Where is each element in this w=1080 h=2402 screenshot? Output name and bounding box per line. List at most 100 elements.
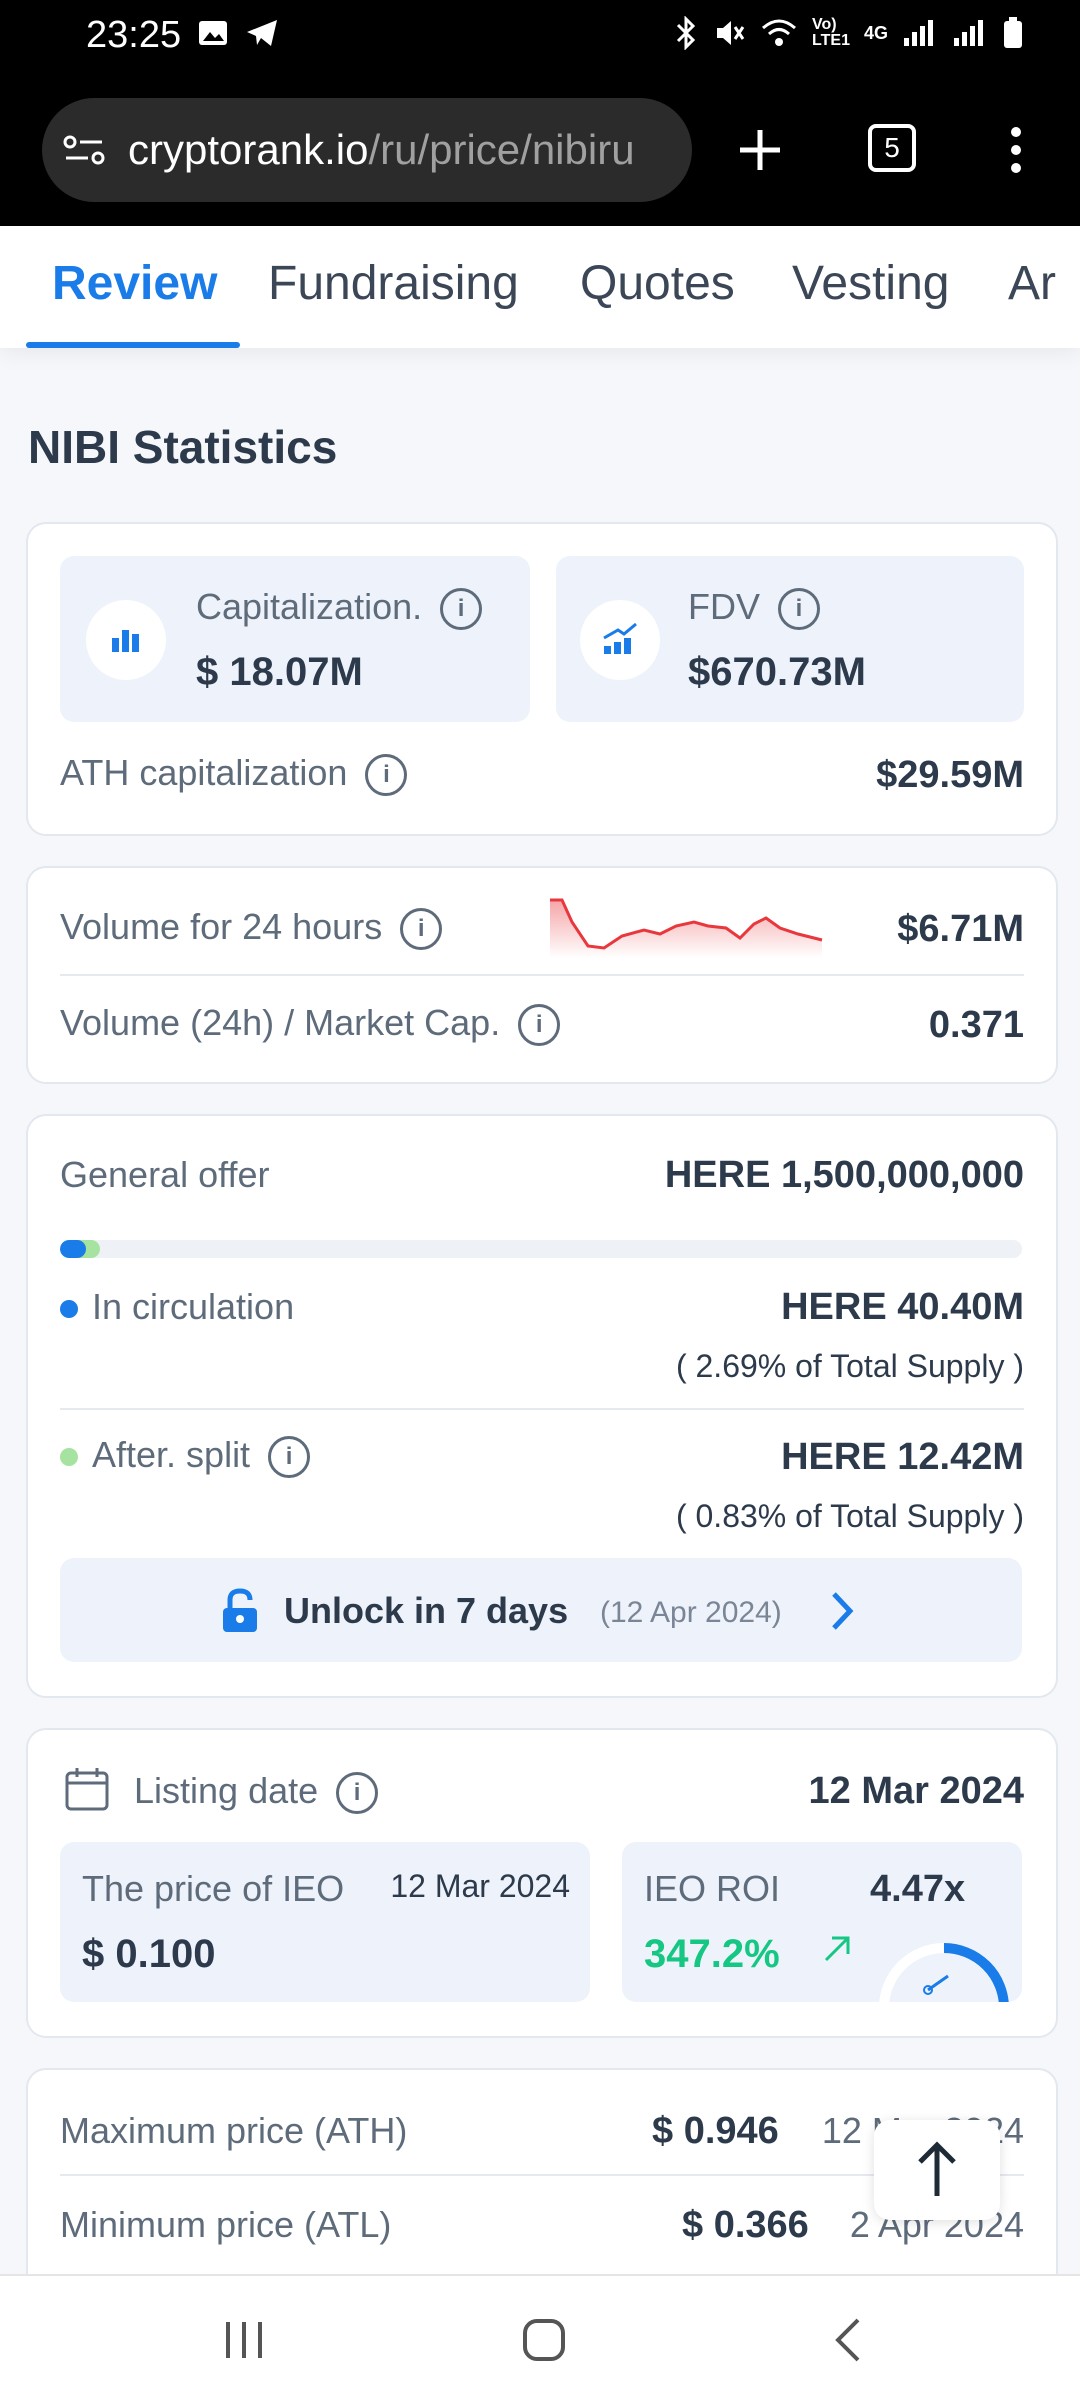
status-bar: 23:25 Vo) LTE1 4G [0,0,1080,74]
calendar-icon [65,1768,109,1811]
roi-gauge [879,1943,1009,2002]
circulation-label: In circulation [60,1286,294,1328]
growth-chart-icon [580,600,660,680]
ieo-roi-box: IEO ROI 4.47x 347.2% [622,1842,1022,2002]
volume-ratio-value: 0.371 [928,1004,1024,1046]
volume-sparkline [550,898,823,958]
divider [60,974,1024,976]
bluetooth-icon [676,16,696,50]
capitalization-box: Capitalization. i $ 18.07M [60,556,530,722]
unlock-text: Unlock in 7 days [284,1590,569,1631]
tab-switcher-button[interactable]: 5 [868,124,916,172]
signal-icon-2 [954,20,983,46]
url-domain: cryptorank.io [128,126,369,173]
scroll-to-top-button[interactable] [874,2120,1000,2220]
ieo-roi-percent: 347.2% [644,1932,780,1976]
info-icon[interactable]: i [518,1004,561,1047]
fdv-value: $670.73M [688,650,866,694]
chevron-right-icon [832,1592,854,1630]
gallery-icon [199,21,227,45]
network-label: 4G [863,22,888,43]
url-text[interactable]: cryptorank.io/ru/price/nibiru [128,126,635,174]
tab-quotes[interactable]: Quotes [580,257,735,310]
more-menu-icon[interactable] [1006,124,1026,176]
telegram-icon [247,20,277,46]
system-nav-bar [0,2274,1080,2402]
split-percent: ( 0.83% of Total Supply ) [675,1498,1024,1534]
volume-card: Volume for 24 hours i $6.71M Volume (24h)… [26,866,1058,1084]
listing-card: Listing date i 12 Mar 2024 The price of I… [26,1728,1058,2038]
info-icon[interactable]: i [336,1772,379,1815]
fdv-label: FDV i [688,586,820,631]
info-icon[interactable]: i [778,588,820,631]
info-icon[interactable]: i [365,754,408,797]
supply-progress-bar [60,1240,1022,1258]
browser-toolbar: cryptorank.io/ru/price/nibiru 5 [0,74,1080,226]
bar-chart-icon [86,600,166,680]
atl-price-value: $ 0.366 [682,2204,809,2246]
general-offer-value: HERE 1,500,000,000 [664,1154,1024,1196]
page-tabs: Review Fundraising Quotes Vesting Ar [0,226,1080,348]
ath-cap-label: ATH capitalization i [60,752,408,797]
page-title: NIBI Statistics [28,421,338,473]
back-icon[interactable] [830,2316,866,2364]
battery-icon [1004,17,1022,48]
ath-price-label: Maximum price (ATH) [60,2110,408,2151]
mute-icon [717,21,745,45]
ieo-price-value: $ 0.100 [82,1932,216,1976]
capitalization-value: $ 18.07M [196,650,363,694]
arrow-up-icon [918,2141,956,2196]
volume-label: Volume for 24 hours i [60,906,443,951]
volte-label: Vo) LTE1 [812,16,850,49]
ath-price-value: $ 0.946 [652,2110,779,2152]
split-dot [60,1448,78,1467]
address-bar[interactable]: cryptorank.io/ru/price/nibiru [42,98,692,202]
supply-card: General offer HERE 1,500,000,000 In circ… [26,1114,1058,1698]
site-settings-icon[interactable] [62,130,108,170]
circulation-value: HERE 40.40M [781,1286,1024,1328]
divider [60,1408,1024,1410]
active-tab-indicator [26,342,240,348]
recent-apps-icon[interactable] [222,2318,266,2362]
listing-date-label: Listing date i [134,1770,379,1815]
ieo-price-date: 12 Mar 2024 [390,1868,570,1904]
tab-vesting[interactable]: Vesting [792,257,950,310]
ieo-price-label: The price of IEO [82,1868,345,1909]
status-right-icons: Vo) LTE1 4G [674,16,1024,50]
new-tab-icon[interactable] [734,124,786,176]
circulation-dot [60,1300,78,1319]
ieo-price-box: The price of IEO 12 Mar 2024 $ 0.100 [60,1842,590,2002]
split-value: HERE 12.42M [781,1436,1024,1478]
fdv-box: FDV i $670.73M [556,556,1024,722]
arrow-up-right-icon [824,1936,850,1962]
capitalization-label: Capitalization. i [196,586,483,631]
tab-fundraising[interactable]: Fundraising [268,257,519,310]
status-left-icons [196,16,280,50]
volume-value: $6.71M [897,908,1024,950]
tab-ar[interactable]: Ar [1008,257,1056,310]
info-icon[interactable]: i [440,588,483,631]
volume-ratio-label: Volume (24h) / Market Cap. i [60,1002,561,1047]
tab-review[interactable]: Review [52,257,218,310]
info-icon[interactable]: i [400,908,443,951]
url-path: /ru/price/nibiru [368,126,635,173]
market-cap-card: Capitalization. i $ 18.07M FDV i $670.73M … [26,522,1058,836]
split-label: After. split i [60,1434,311,1479]
unlock-button[interactable]: Unlock in 7 days (12 Apr 2024) [60,1558,1022,1662]
ieo-roi-label: IEO ROI [644,1868,781,1909]
circulation-progress-fill [60,1240,86,1258]
divider [60,2174,1024,2176]
status-time: 23:25 [86,14,182,56]
unlock-date: (12 Apr 2024) [600,1596,782,1629]
lock-open-icon [223,1588,257,1632]
info-icon[interactable]: i [268,1436,311,1479]
general-offer-label: General offer [60,1154,270,1195]
circulation-percent: ( 2.69% of Total Supply ) [675,1348,1024,1384]
signal-icon [904,20,933,46]
wifi-icon [762,19,797,46]
listing-date-value: 12 Mar 2024 [808,1770,1025,1812]
home-icon[interactable] [520,2316,568,2364]
ath-cap-value: $29.59M [876,754,1024,796]
ieo-roi-multiple: 4.47x [870,1868,966,1910]
atl-price-label: Minimum price (ATL) [60,2204,392,2245]
